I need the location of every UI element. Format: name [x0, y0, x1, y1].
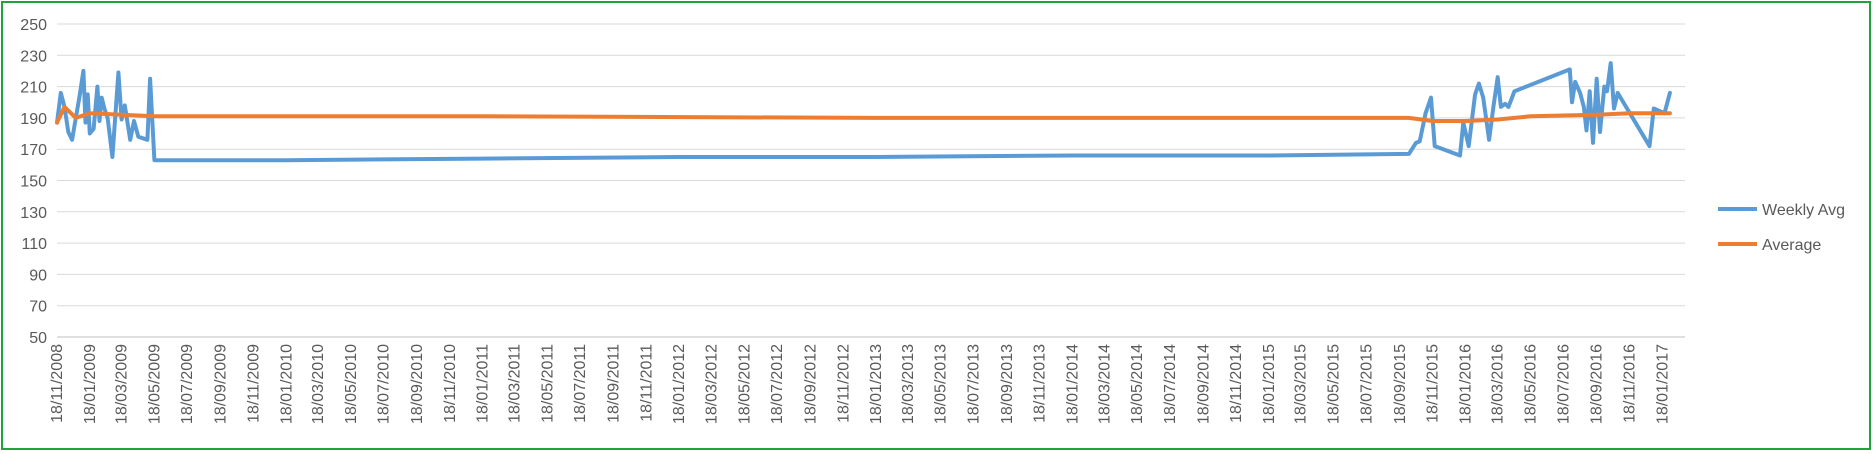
- y-tick-label: 170: [20, 142, 47, 159]
- x-tick-label: 18/01/2017: [1654, 344, 1671, 424]
- x-tick-label: 18/03/2010: [310, 344, 327, 424]
- x-tick-label: 18/07/2012: [769, 344, 786, 424]
- x-tick-label: 18/03/2011: [506, 344, 523, 423]
- legend: Weekly Avg Average: [1718, 202, 1845, 254]
- y-tick-label: 130: [20, 205, 47, 222]
- x-tick-label: 18/11/2008: [49, 344, 66, 423]
- x-tick-label: 18/11/2015: [1425, 344, 1442, 423]
- x-tick-label: 18/11/2013: [1032, 344, 1049, 423]
- x-tick-label: 18/05/2009: [146, 344, 163, 424]
- series-line-average: [55, 104, 1672, 125]
- x-tick-label: 18/11/2012: [835, 344, 852, 423]
- x-tick-label: 18/03/2012: [703, 344, 720, 424]
- x-tick-label: 18/07/2015: [1358, 344, 1375, 424]
- y-tick-label: 210: [20, 80, 47, 97]
- x-axis-ticks: 18/11/2008 18/01/2009 18/03/2009 18/05/2009…: [49, 344, 1671, 424]
- gridlines: [57, 23, 1685, 338]
- x-tick-label: 18/01/2010: [278, 344, 295, 424]
- legend-label: Weekly Avg: [1762, 202, 1845, 219]
- x-tick-label: 18/05/2013: [933, 344, 950, 424]
- y-tick-label: 50: [29, 330, 47, 347]
- x-tick-label: 18/05/2011: [539, 344, 556, 423]
- x-tick-label: 18/01/2016: [1457, 344, 1474, 424]
- y-tick-label: 190: [20, 111, 47, 128]
- x-tick-label: 18/03/2016: [1490, 344, 1507, 424]
- y-tick-label: 70: [29, 299, 47, 316]
- x-tick-label: 18/01/2014: [1065, 344, 1082, 424]
- x-tick-label: 18/01/2013: [868, 344, 885, 424]
- x-tick-label: 18/09/2010: [409, 344, 426, 424]
- x-tick-label: 18/01/2009: [82, 344, 99, 424]
- x-tick-label: 18/11/2014: [1228, 344, 1245, 423]
- x-tick-label: 18/07/2009: [179, 344, 196, 424]
- x-tick-label: 18/05/2012: [736, 344, 753, 424]
- y-tick-label: 230: [20, 48, 47, 65]
- y-tick-label: 90: [29, 267, 47, 284]
- x-tick-label: 18/03/2015: [1293, 344, 1310, 424]
- x-tick-label: 18/09/2009: [213, 344, 230, 424]
- x-tick-label: 18/09/2016: [1589, 344, 1606, 424]
- x-tick-label: 18/05/2014: [1129, 344, 1146, 424]
- x-tick-label: 18/07/2011: [572, 344, 589, 423]
- x-tick-label: 18/01/2015: [1261, 344, 1278, 424]
- x-tick-label: 18/09/2011: [605, 344, 622, 423]
- x-tick-label: 18/01/2011: [475, 344, 492, 423]
- x-tick-label: 18/07/2014: [1162, 344, 1179, 424]
- y-tick-label: 110: [21, 236, 47, 253]
- series-lines: [55, 61, 1672, 163]
- x-tick-label: 18/05/2015: [1326, 344, 1343, 424]
- x-tick-label: 18/01/2012: [671, 344, 688, 424]
- x-tick-label: 18/05/2010: [343, 344, 360, 424]
- x-tick-label: 18/11/2009: [245, 344, 262, 423]
- x-tick-label: 18/11/2011: [638, 344, 655, 422]
- x-tick-label: 18/11/2010: [442, 344, 459, 423]
- y-tick-label: 150: [20, 174, 47, 191]
- y-axis-ticks: 50 70 90 110 130 150 170 190 210 230 250: [20, 17, 47, 347]
- x-tick-label: 18/07/2016: [1555, 344, 1572, 424]
- legend-label: Average: [1762, 237, 1821, 254]
- x-tick-label: 18/09/2015: [1392, 344, 1409, 424]
- x-tick-label: 18/07/2013: [966, 344, 983, 424]
- x-tick-label: 18/09/2013: [999, 344, 1016, 424]
- x-tick-label: 18/09/2012: [802, 344, 819, 424]
- y-tick-label: 250: [20, 17, 47, 34]
- x-tick-label: 18/11/2016: [1622, 344, 1639, 423]
- x-tick-label: 18/05/2016: [1523, 344, 1540, 424]
- x-tick-label: 18/09/2014: [1195, 344, 1212, 424]
- x-tick-label: 18/07/2010: [376, 344, 393, 424]
- x-tick-label: 18/03/2009: [114, 344, 131, 424]
- series-line-weekly-avg: [55, 61, 1672, 163]
- x-tick-label: 18/03/2014: [1096, 344, 1113, 424]
- x-tick-label: 18/03/2013: [900, 344, 917, 424]
